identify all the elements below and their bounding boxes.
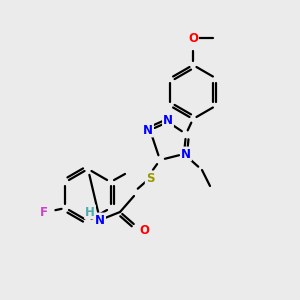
Text: F: F — [40, 206, 47, 220]
Text: N: N — [95, 214, 105, 226]
Text: N: N — [181, 148, 191, 160]
Text: O: O — [139, 224, 149, 238]
Text: N: N — [163, 113, 173, 127]
Text: O: O — [188, 32, 198, 44]
Text: H: H — [85, 206, 95, 218]
Text: S: S — [146, 172, 154, 184]
Text: N: N — [143, 124, 153, 136]
